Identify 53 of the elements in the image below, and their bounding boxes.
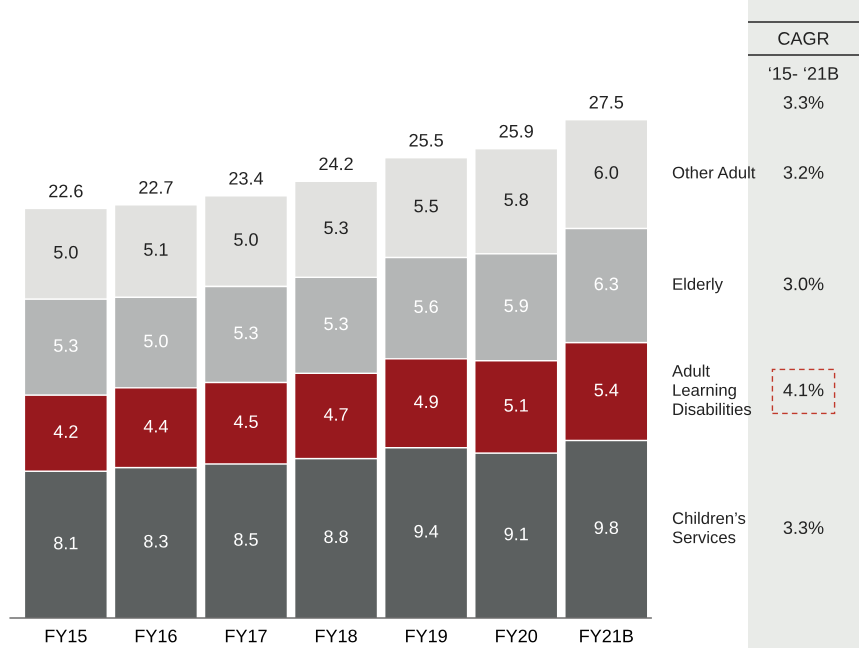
data-label: 5.3: [324, 221, 348, 234]
data-label: 5.0: [54, 246, 78, 259]
data-label: 9.4: [414, 524, 438, 538]
data-label: 5.1: [144, 243, 168, 256]
data-label: 4.7: [324, 408, 348, 421]
data-label: 4.2: [54, 425, 78, 438]
x-tick-label: FY18: [316, 630, 357, 642]
data-label: 5.8: [504, 193, 528, 206]
x-tick-label: FY15: [46, 630, 87, 642]
text: 3.3%: [784, 96, 824, 109]
data-label: 6.0: [594, 166, 618, 179]
x-tick-label: FY21B: [580, 630, 633, 642]
data-label: 9.8: [594, 521, 618, 534]
total-label: 22.6: [49, 184, 83, 198]
series-label: Adult Learning Disabilities: [672, 364, 752, 416]
data-label: 5.0: [234, 233, 258, 246]
data-label: 5.3: [54, 339, 78, 352]
data-label: 8.1: [54, 536, 78, 550]
data-label: 8.3: [144, 534, 168, 548]
series-label: Elderly: [673, 278, 723, 294]
x-tick-label: FY16: [136, 630, 177, 642]
text: 3.2%: [784, 166, 824, 179]
text: 4.1%: [783, 384, 824, 396]
total-label: 23.4: [229, 172, 264, 185]
data-label: 6.3: [594, 278, 618, 290]
data-label: 8.8: [324, 530, 348, 544]
total-label: 25.5: [409, 134, 443, 147]
data-label: 4.9: [414, 395, 438, 408]
data-label: 5.3: [234, 326, 258, 340]
data-label: 5.3: [324, 317, 348, 330]
data-label: 5.9: [504, 299, 528, 312]
series-label: Other Adult: [672, 166, 756, 179]
total-label: 25.9: [500, 124, 533, 138]
total-label: 27.5: [590, 96, 624, 109]
total-label: 22.7: [139, 181, 173, 194]
x-tick-label: FY19: [406, 630, 447, 642]
x-tick-label: FY17: [226, 630, 267, 642]
x-tick-label: FY20: [496, 630, 538, 642]
text: CAGR: [778, 32, 829, 45]
data-label: 5.4: [594, 384, 618, 396]
data-label: 5.5: [414, 200, 438, 212]
data-label: 9.1: [504, 528, 528, 540]
data-label: 5.0: [144, 334, 168, 348]
data-label: 8.5: [234, 533, 258, 546]
text: 3.0%: [784, 278, 824, 290]
data-label: 5.6: [414, 300, 438, 313]
data-label: 4.5: [234, 415, 258, 428]
series-label: Children’s Services: [672, 512, 746, 544]
data-label: 5.1: [504, 399, 528, 412]
data-label: 4.4: [144, 420, 168, 432]
text: 3.3%: [784, 521, 824, 534]
total-label: 24.2: [319, 157, 353, 170]
text: ‘15- ‘21B: [768, 67, 838, 80]
